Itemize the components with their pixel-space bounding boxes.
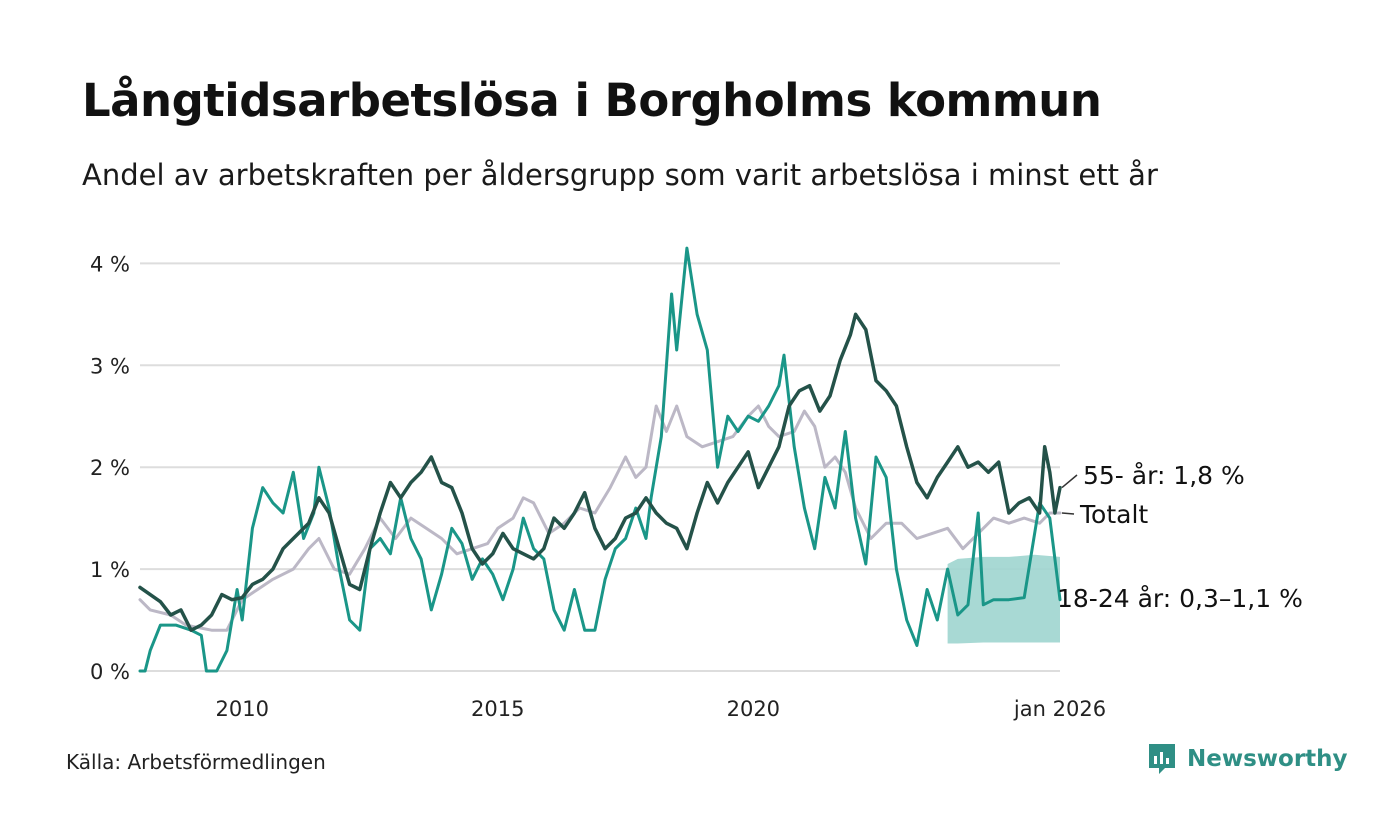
series-lines [138, 246, 1062, 673]
y-tick-label-0: 0 % [90, 660, 130, 684]
y-tick-label-1: 1 % [90, 558, 130, 582]
connector-s55 [1061, 474, 1078, 489]
series-line-s55 [138, 312, 1062, 632]
line-chart: 0 % 1 % 2 % 3 % 4 % 2010 2015 2020 jan 2026 Tot… [90, 246, 1303, 721]
x-tick-label-3: jan 2026 [1013, 697, 1106, 721]
y-tick-label-3: 3 % [90, 354, 130, 378]
brand-logo[interactable]: Newsworthy [1147, 742, 1348, 776]
gridlines [140, 262, 1060, 672]
x-axis-tick-labels: 2010 2015 2020 jan 2026 [215, 697, 1106, 721]
series-label-total: Totalt [1079, 500, 1148, 529]
x-tick-label-0: 2010 [215, 697, 268, 721]
y-tick-label-4: 4 % [90, 252, 130, 276]
series-line-total [138, 404, 1062, 632]
newsworthy-logo-icon [1149, 744, 1175, 774]
series-end-labels: Totalt 18-24 år: 0,3–1,1 % 55- år: 1,8 % [1057, 461, 1303, 613]
y-axis-tick-labels: 0 % 1 % 2 % 3 % 4 % [90, 252, 130, 684]
connector-total [1061, 512, 1075, 515]
series-label-young: 18-24 år: 0,3–1,1 % [1057, 584, 1303, 613]
series-line-young [138, 246, 1062, 673]
series-label-s55: 55- år: 1,8 % [1083, 461, 1245, 490]
brand-name: Newsworthy [1187, 746, 1348, 772]
source-note: Källa: Arbetsförmedlingen [66, 750, 326, 774]
x-tick-label-2: 2020 [727, 697, 780, 721]
chart-subtitle: Andel av arbetskraften per åldersgrupp s… [82, 158, 1158, 192]
y-tick-label-2: 2 % [90, 456, 130, 480]
chart-title: Långtidsarbetslösa i Borgholms kommun [82, 74, 1102, 127]
x-tick-label-1: 2015 [471, 697, 524, 721]
